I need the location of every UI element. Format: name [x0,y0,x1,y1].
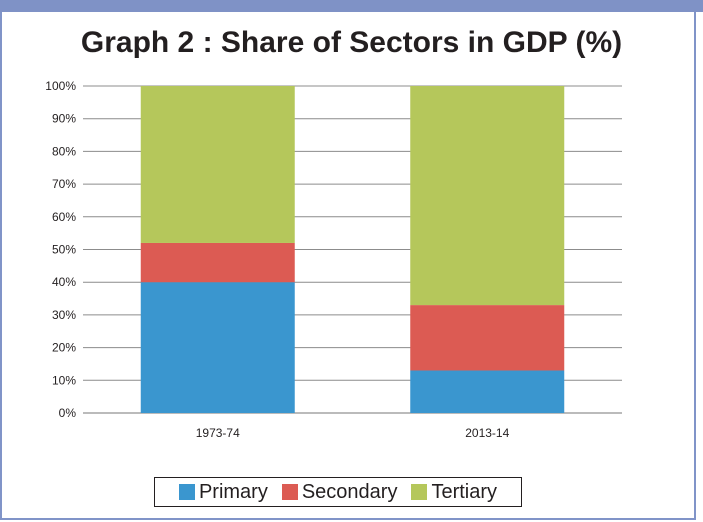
y-tick-label: 0% [59,406,77,420]
legend-swatch-secondary [281,484,298,500]
y-tick-label: 80% [52,144,76,158]
y-tick-label: 10% [52,373,76,387]
y-tick-label: 90% [52,112,76,126]
chart-title: Graph 2 : Share of Sectors in GDP (%) [80,26,623,59]
y-tick-label: 60% [52,210,76,224]
legend-swatch-primary [178,484,195,500]
legend-label-tertiary: Tertiary [431,480,498,503]
chart-legend: Primary Secondary Tertiary [154,477,522,507]
bar-tertiary-1 [410,86,565,306]
bar-primary-1 [410,370,565,413]
y-tick-label: 50% [52,243,76,257]
y-tick-label: 70% [52,177,76,191]
page-frame [0,12,696,520]
bar-secondary-0 [140,242,295,283]
legend-item-tertiary: Tertiary [411,481,497,504]
bar-secondary-1 [410,305,565,371]
y-tick-label: 30% [52,308,76,322]
y-tick-label: 40% [52,275,76,289]
y-tick-label: 20% [52,341,76,355]
legend-label-secondary: Secondary [301,480,398,503]
bar-tertiary-0 [140,86,295,243]
x-tick-label: 2013-14 [465,426,509,440]
legend-label-primary: Primary [198,480,268,503]
top-banner-bar [0,0,703,12]
legend-item-primary: Primary [178,480,268,504]
x-tick-label: 1973-74 [196,426,240,440]
legend-item-secondary: Secondary [281,480,398,504]
bar-primary-0 [140,282,295,413]
y-tick-label: 100% [45,79,76,93]
legend-swatch-tertiary [411,484,428,500]
